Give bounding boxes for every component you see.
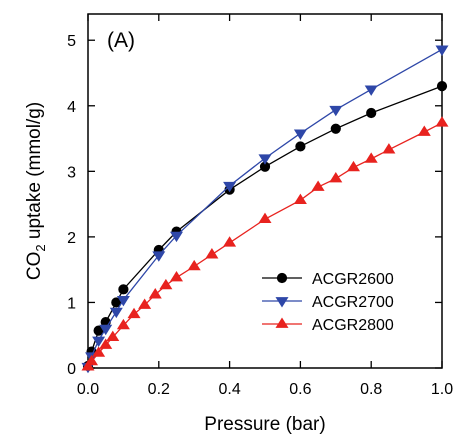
data-point	[106, 330, 120, 342]
legend-item-acgr2800: ACGR2800	[262, 317, 394, 334]
y-tick-label: 1	[67, 295, 76, 312]
y-tick-label: 0	[67, 361, 76, 378]
data-point	[169, 270, 184, 282]
data-point	[329, 105, 343, 117]
legend-marker	[275, 317, 289, 328]
data-point	[435, 45, 449, 56]
data-point	[364, 85, 378, 96]
data-point	[116, 318, 130, 330]
data-point	[417, 125, 431, 136]
data-point	[295, 141, 306, 152]
x-tick-label: 0.2	[148, 381, 170, 398]
data-point	[329, 172, 343, 183]
data-point	[364, 152, 378, 163]
data-point	[116, 295, 130, 307]
data-point	[435, 116, 449, 127]
y-axis-label-main: CO	[24, 252, 45, 281]
y-tick-label: 2	[67, 230, 76, 247]
y-tick-label: 4	[67, 99, 76, 116]
data-point	[85, 354, 99, 366]
legend-marker	[275, 297, 289, 308]
data-point	[127, 307, 141, 319]
legend-marker	[276, 272, 288, 284]
data-point	[366, 107, 377, 119]
x-tick-label: 0.0	[77, 381, 99, 398]
legend-label: ACGR2700	[312, 294, 394, 311]
axis-ticks: 0.0 0.2 0.4 0.6 0.8 1.0 0 1 2 3 4 5	[67, 14, 453, 398]
y-tick-label: 5	[67, 33, 76, 50]
data-point	[138, 298, 152, 309]
data-point	[205, 248, 219, 259]
y-tick-label: 3	[67, 164, 76, 181]
legend-item-acgr2700: ACGR2700	[262, 294, 394, 311]
data-point	[382, 143, 396, 154]
series-layer	[81, 45, 449, 374]
data-point	[111, 297, 122, 308]
data-point	[293, 129, 307, 140]
data-point	[223, 236, 237, 247]
data-point	[118, 284, 129, 295]
y-axis-label-subscript: 2	[33, 244, 48, 251]
data-point	[223, 181, 237, 193]
legend-label: ACGR2800	[312, 317, 394, 334]
data-point	[311, 180, 325, 191]
x-axis-label: Pressure (bar)	[204, 414, 325, 435]
plot-frame	[87, 13, 443, 369]
legend-label: ACGR2600	[312, 271, 394, 288]
data-point	[109, 307, 123, 319]
data-point	[92, 346, 106, 357]
x-tick-label: 1.0	[431, 381, 453, 398]
data-point	[258, 154, 272, 165]
data-point	[148, 288, 162, 299]
data-point	[293, 193, 307, 205]
legend: ACGR2600 ACGR2700 ACGR2800	[262, 271, 394, 334]
series-acgr2800	[81, 116, 449, 371]
data-point	[99, 338, 113, 349]
data-point	[346, 160, 361, 172]
data-point	[258, 212, 272, 224]
series-acgr2600	[82, 81, 448, 372]
y-axis-label-rest: uptake (mmol/g)	[24, 102, 45, 245]
data-point	[81, 360, 95, 371]
x-tick-label: 0.6	[289, 381, 311, 398]
data-point	[169, 231, 184, 243]
data-point	[330, 123, 341, 134]
data-point	[152, 251, 166, 262]
x-tick-label: 0.8	[360, 381, 382, 398]
legend-item-acgr2600: ACGR2600	[262, 271, 394, 288]
panel-label: (A)	[107, 29, 135, 52]
data-point	[92, 336, 106, 348]
data-point	[159, 278, 173, 290]
data-point	[99, 324, 113, 336]
y-axis-label: CO2 uptake (mmol/g)	[24, 102, 48, 280]
x-tick-label: 0.4	[218, 381, 240, 398]
data-point	[436, 81, 448, 92]
data-point	[187, 259, 201, 271]
